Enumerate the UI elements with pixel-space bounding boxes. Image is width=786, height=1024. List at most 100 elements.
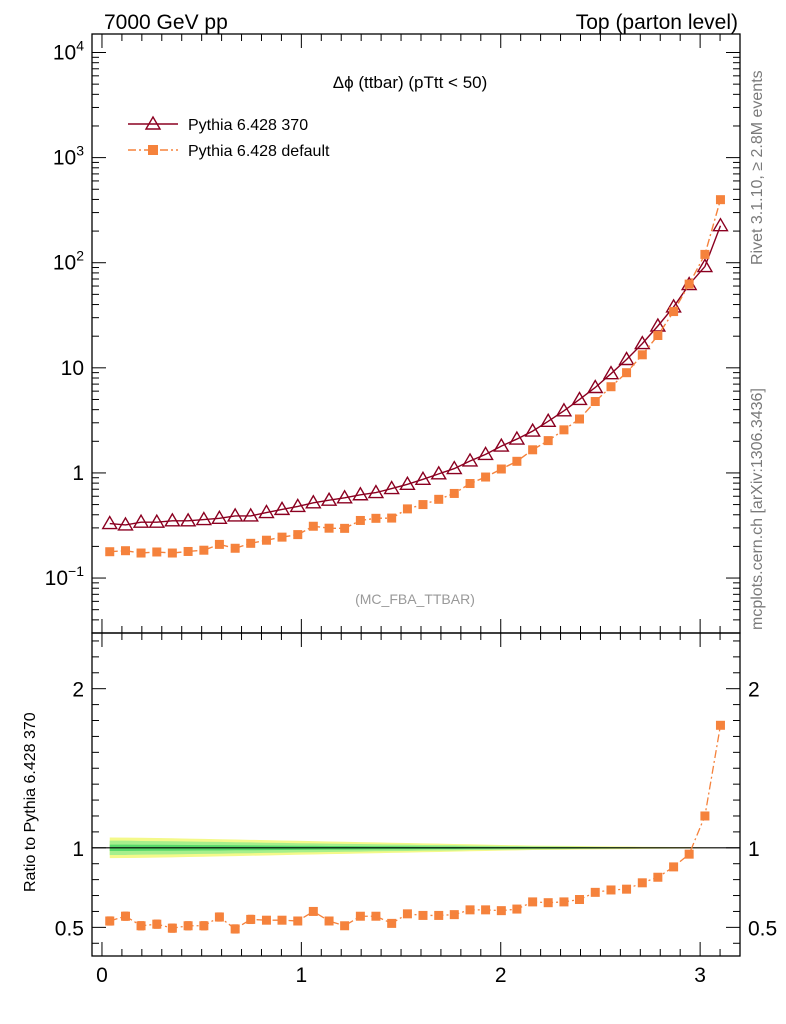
ratio-y-tick-labels-left: 0.5 1 2 [55, 679, 84, 941]
series-2-point [199, 545, 209, 555]
mcplots-side-label: mcplots.cern.ch [arXiv:1306.3436] [749, 388, 766, 630]
series-2-point [136, 548, 146, 558]
main-plot-title: Δϕ (ttbar) (pTtt < 50) [333, 73, 488, 92]
ratio-point [277, 915, 287, 925]
series-1-point [305, 494, 322, 509]
series-2-point [684, 279, 694, 289]
series-2-point [418, 500, 428, 510]
series-1-point [273, 500, 291, 516]
ratio-point [606, 885, 616, 895]
ratio-point [590, 887, 600, 897]
series-line-1 [109, 225, 722, 526]
series-1-point [446, 460, 463, 475]
ratio-point [512, 904, 522, 914]
series-1-point [414, 470, 432, 485]
ratio-series-line [109, 725, 722, 930]
series-1-point [226, 507, 244, 522]
series-1-point [195, 511, 213, 526]
ratio-point [152, 919, 162, 929]
series-2-point [340, 523, 350, 533]
series-2-point [465, 479, 475, 489]
ratio-point [214, 912, 224, 922]
series-1-point [211, 509, 228, 525]
series-1-point [242, 507, 259, 522]
series-2-point [590, 397, 600, 407]
series-1-point [399, 475, 416, 490]
ratio-point [183, 921, 193, 931]
ratio-point [434, 910, 444, 920]
ratio-point [449, 910, 459, 920]
series-2-point [481, 472, 491, 482]
main-y-tick-label: 102 [53, 248, 84, 275]
main-y-tick-label: 10−1 [45, 563, 85, 590]
ratio-y-tick-label-right: 2 [748, 679, 760, 702]
ratio-point [261, 915, 271, 925]
ratio-point [669, 862, 679, 872]
series-2-point [214, 539, 224, 549]
ratio-point [418, 910, 428, 920]
ratio-point [246, 914, 256, 924]
series-2-point [152, 547, 162, 557]
series-2-point [120, 546, 130, 556]
ratio-y-axis-label: Ratio to Pythia 6.428 370 [22, 712, 39, 892]
series-2-point [512, 456, 522, 466]
x-tick-label: 1 [296, 964, 308, 987]
ratio-point [700, 811, 710, 821]
series-1-point [571, 391, 588, 406]
series-1-point [352, 486, 369, 501]
series-1-point [712, 217, 729, 232]
series-2-point [246, 538, 256, 548]
series-2-point [637, 350, 647, 360]
series-1-point [117, 516, 134, 531]
series-2-point [355, 515, 365, 525]
series-2-point [402, 504, 412, 514]
main-y-tick-label: 1 [72, 462, 84, 485]
series-1-point [179, 512, 197, 527]
series-2-point [622, 368, 632, 378]
series-1-point [524, 422, 541, 437]
ratio-point [637, 878, 647, 888]
ratio-point [465, 905, 475, 915]
series-2-point [559, 425, 569, 435]
series-1-point [164, 512, 181, 527]
series-2-point [293, 530, 303, 540]
series-1-point [602, 365, 620, 380]
series-line-2 [109, 199, 722, 554]
legend-entry-series-2: Pythia 6.428 default [128, 143, 330, 160]
series-2-point [543, 436, 553, 446]
ratio-point [136, 921, 146, 931]
series-2-point [167, 548, 177, 558]
main-series-layer [101, 195, 729, 558]
series-2-point [371, 513, 381, 523]
rivet-side-label: Rivet 3.1.10, ≥ 2.8M events [749, 70, 766, 265]
ratio-point [715, 720, 725, 730]
ratio-axis-ticks [92, 633, 740, 956]
series-1-point [383, 480, 400, 495]
series-2-point [105, 547, 115, 557]
series-2-point [230, 543, 240, 553]
series-1-point [289, 498, 306, 513]
ratio-point [293, 916, 303, 926]
series-1-point [101, 515, 118, 530]
series-1-point [508, 430, 526, 445]
ratio-y-tick-label-right: 1 [748, 838, 760, 861]
series-2-point [574, 414, 584, 424]
series-2-point [277, 532, 287, 542]
series-1-point [493, 437, 510, 452]
series-2-point [653, 331, 663, 341]
ratio-point [684, 849, 694, 859]
series-1-point [430, 465, 447, 480]
series-1-point [477, 446, 494, 461]
series-2-point [261, 535, 271, 545]
series-2-point [528, 445, 538, 455]
x-tick-labels: 0 1 2 3 [96, 964, 706, 987]
header-right-label: Top (parton level) [576, 11, 738, 34]
ratio-point [199, 921, 209, 931]
ratio-series-layer [105, 720, 725, 934]
ratio-point [528, 897, 538, 907]
series-1-point [649, 317, 667, 332]
ratio-y-tick-label-left: 1 [72, 838, 84, 861]
series-2-point [183, 546, 193, 556]
ratio-y-tick-label-left: 0.5 [55, 917, 84, 940]
series-2-point [669, 307, 679, 317]
